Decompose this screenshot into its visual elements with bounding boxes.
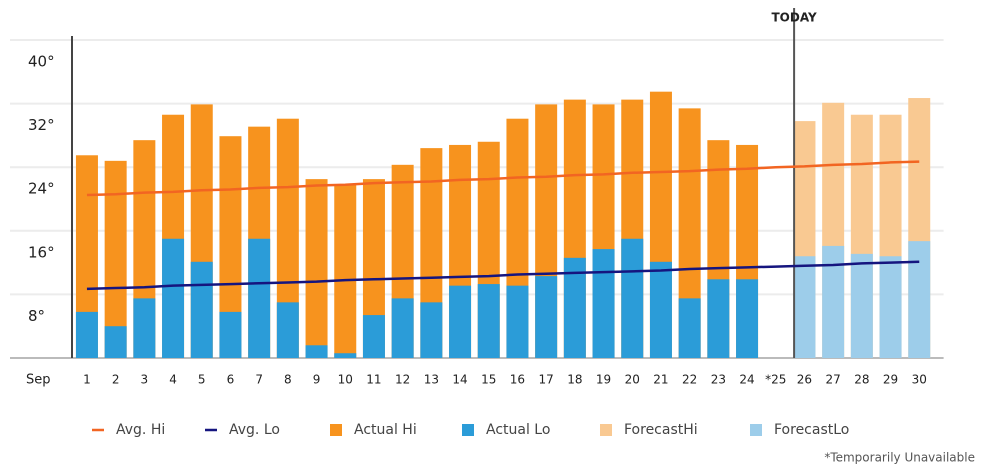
y-tick-label: 40°	[28, 53, 55, 71]
x-tick-label: 30	[912, 373, 927, 387]
legend-label: Avg. Lo	[229, 422, 280, 438]
bar	[276, 302, 299, 358]
legend-label: Avg. Hi	[116, 422, 165, 438]
bar	[104, 160, 127, 358]
x-tick-label: 7	[255, 373, 263, 387]
x-axis-label: Sep	[26, 373, 51, 388]
x-tick-label: 17	[539, 373, 554, 387]
legend-swatch	[750, 424, 762, 436]
bar	[621, 238, 644, 358]
x-tick-label: 14	[452, 373, 467, 387]
bar	[248, 238, 271, 358]
bar	[506, 285, 529, 358]
bar	[449, 285, 472, 358]
x-tick-label: 3	[141, 373, 149, 387]
bar	[219, 136, 242, 358]
legend-label: ForecastLo	[774, 422, 849, 438]
bar	[678, 298, 701, 358]
x-tick-label: *25	[765, 373, 786, 387]
x-tick-label: 10	[338, 373, 353, 387]
x-tick-label: 12	[395, 373, 410, 387]
bar	[75, 155, 98, 358]
x-tick-label: 4	[169, 373, 177, 387]
x-tick-label: 22	[682, 373, 697, 387]
x-tick-label: 20	[625, 373, 640, 387]
bar	[305, 345, 328, 358]
x-tick-label: 28	[854, 373, 869, 387]
x-tick-label: 23	[711, 373, 726, 387]
bar	[133, 298, 156, 358]
y-tick-label: 16°	[28, 243, 55, 261]
x-tick-label: 13	[424, 373, 439, 387]
x-tick-label: 16	[510, 373, 525, 387]
bar	[104, 326, 127, 358]
today-label: TODAY	[772, 11, 817, 25]
bar	[420, 302, 443, 358]
y-tick-label: 24°	[28, 180, 55, 198]
legend-label: Actual Lo	[486, 422, 550, 438]
bar	[649, 261, 672, 358]
bar	[850, 253, 873, 358]
x-tick-label: 11	[366, 373, 381, 387]
x-tick-label: 9	[313, 373, 321, 387]
bar	[362, 315, 385, 358]
x-tick-label: 15	[481, 373, 496, 387]
bar	[535, 276, 558, 358]
bar	[391, 298, 414, 358]
x-tick-label: 26	[797, 373, 812, 387]
x-tick-label: 24	[739, 373, 754, 387]
bar	[75, 311, 98, 358]
bar	[190, 261, 213, 358]
bar	[793, 256, 816, 358]
legend-label: Actual Hi	[354, 422, 417, 438]
x-tick-label: 8	[284, 373, 292, 387]
x-tick-label: 2	[112, 373, 120, 387]
bar	[822, 245, 845, 358]
line	[86, 260, 920, 291]
legend-swatch	[600, 424, 612, 436]
bar	[736, 279, 759, 358]
bar	[879, 256, 902, 358]
legend-label: ForecastHi	[624, 422, 698, 438]
y-tick-label: 32°	[28, 116, 55, 134]
bar	[276, 118, 299, 358]
bar	[162, 238, 185, 358]
x-tick-label: 1	[83, 373, 91, 387]
bar	[707, 279, 730, 358]
x-tick-label: 29	[883, 373, 898, 387]
legend-swatch	[462, 424, 474, 436]
x-tick-label: 27	[826, 373, 841, 387]
x-tick-label: 19	[596, 373, 611, 387]
footnote: *Temporarily Unavailable	[824, 451, 975, 465]
x-tick-label: 5	[198, 373, 206, 387]
x-tick-label: 6	[227, 373, 235, 387]
line	[86, 160, 920, 197]
bar	[219, 311, 242, 358]
y-tick-label: 8°	[28, 307, 45, 325]
legend-swatch	[330, 424, 342, 436]
x-tick-label: 18	[567, 373, 582, 387]
bar	[477, 284, 500, 358]
bar	[334, 353, 357, 358]
bar	[908, 241, 931, 358]
bar	[563, 257, 586, 358]
bar	[305, 179, 328, 358]
bar	[362, 179, 385, 358]
x-tick-label: 21	[653, 373, 668, 387]
bar	[592, 249, 615, 358]
bar	[334, 184, 357, 358]
